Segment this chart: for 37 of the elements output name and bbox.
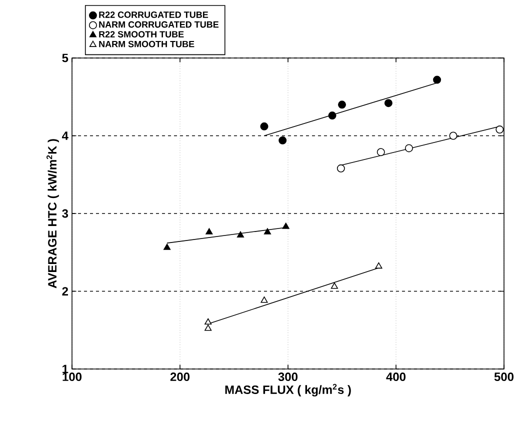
- point: [282, 222, 290, 229]
- point: [433, 76, 442, 84]
- point: [375, 262, 382, 269]
- y-tick-label: 5: [62, 54, 68, 62]
- y-tick-label: 4: [62, 132, 68, 140]
- point: [328, 112, 336, 120]
- point: [278, 136, 287, 144]
- legend-label: R22 CORRUGATED TUBE: [99, 12, 208, 18]
- point: [404, 144, 413, 152]
- legend-label: NARM SMOOTH TUBE: [99, 40, 194, 48]
- x-tick-label: 500: [494, 372, 514, 382]
- point: [164, 244, 171, 250]
- point: [336, 164, 345, 172]
- point: [496, 126, 504, 134]
- y-tick-label: 2: [62, 287, 68, 296]
- point: [260, 122, 268, 130]
- point: [449, 132, 458, 140]
- point: [204, 318, 212, 325]
- y-tick-label: 1: [62, 364, 68, 374]
- point: [206, 228, 213, 234]
- point: [384, 99, 392, 108]
- legend-label: R22 SMOOTH TUBE: [99, 31, 184, 38]
- x-tick-label: 400: [386, 372, 406, 382]
- x-axis-title: MASS FLUX ( kg/m$^{2}$s ): [225, 384, 351, 396]
- point: [260, 296, 268, 303]
- x-tick-label: 300: [278, 372, 298, 382]
- y-axis-title: AVERAGE HTC ( kW/m$^{2}$K ): [46, 139, 59, 288]
- legend-label: NARM CORRUGATED TUBE: [99, 21, 219, 28]
- point: [264, 228, 271, 234]
- point: [338, 100, 346, 109]
- point: [376, 148, 385, 156]
- point: [204, 324, 212, 331]
- point: [236, 231, 244, 238]
- point: [330, 282, 338, 289]
- x-tick-label: 100: [62, 372, 82, 382]
- x-tick-label: 200: [170, 372, 190, 382]
- y-tick-label: 3: [62, 209, 68, 218]
